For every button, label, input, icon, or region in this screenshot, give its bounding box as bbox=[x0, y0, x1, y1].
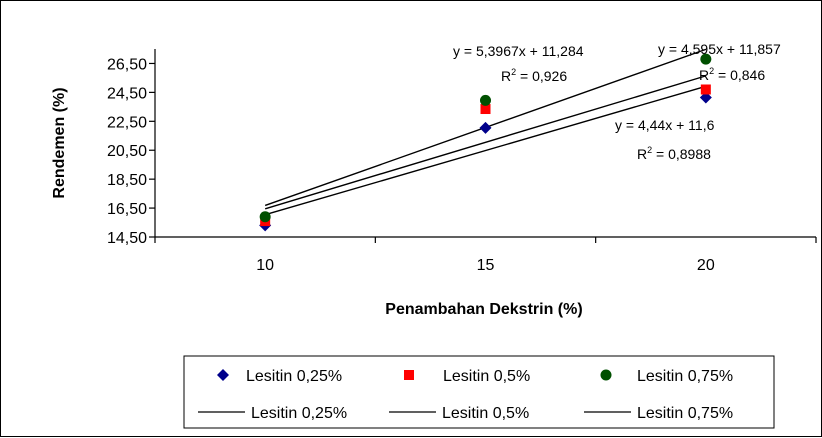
legend-trend-label-lesitin-05: Lesitin 0,5% bbox=[442, 405, 529, 422]
y-tick-label: 16,50 bbox=[107, 201, 147, 218]
r2-superscript: 2 bbox=[709, 66, 714, 76]
equation-lesitin-05: y = 4,595x + 11,857 bbox=[658, 41, 781, 57]
r2-value: = 0,846 bbox=[714, 67, 765, 83]
trendline-1 bbox=[264, 75, 707, 210]
r2-lesitin-025: R2 = 0,8988 bbox=[637, 145, 711, 162]
legend-trend-label-lesitin-075: Lesitin 0,75% bbox=[637, 405, 733, 422]
equation-lesitin-075: y = 5,3967x + 11,284 bbox=[453, 43, 584, 59]
x-tick-label: 10 bbox=[256, 257, 274, 274]
y-tick-label: 24,50 bbox=[107, 85, 147, 102]
data-point-series-1 bbox=[480, 104, 491, 115]
x-axis-title: Penambahan Dekstrin (%) bbox=[385, 301, 582, 318]
legend-label-lesitin-025: Lesitin 0,25% bbox=[246, 368, 342, 385]
legend-marker-lesitin-025 bbox=[217, 369, 229, 381]
data-point-series-2 bbox=[259, 211, 271, 223]
r2-lesitin-075: R2 = 0,926 bbox=[501, 67, 567, 84]
r2-lesitin-05: R2 = 0,846 bbox=[699, 66, 765, 83]
trendline-0 bbox=[264, 85, 707, 216]
r2-label: R bbox=[699, 67, 709, 83]
r2-value: = 0,926 bbox=[516, 68, 567, 84]
x-tick-label: 20 bbox=[697, 257, 715, 274]
r2-superscript: 2 bbox=[511, 67, 516, 77]
legend-trend-label-lesitin-025: Lesitin 0,25% bbox=[251, 405, 347, 422]
legend-label-lesitin-05: Lesitin 0,5% bbox=[443, 368, 530, 385]
r2-value: = 0,8988 bbox=[652, 146, 711, 162]
data-point-series-1 bbox=[700, 84, 711, 95]
x-tick-label: 15 bbox=[477, 257, 495, 274]
y-axis-title: Rendemen (%) bbox=[51, 87, 68, 198]
x-ticks: 10 15 20 bbox=[154, 237, 817, 274]
y-tick-label: 14,50 bbox=[107, 230, 147, 247]
r2-label: R bbox=[501, 68, 511, 84]
y-tick-label: 20,50 bbox=[107, 143, 147, 160]
data-point-series-2 bbox=[700, 53, 712, 65]
legend: Lesitin 0,25% Lesitin 0,5% Lesitin 0,75%… bbox=[183, 355, 775, 429]
r2-superscript: 2 bbox=[647, 145, 652, 155]
y-tick-label: 22,50 bbox=[107, 114, 147, 131]
y-tick-label: 26,50 bbox=[107, 56, 147, 73]
legend-marker-lesitin-05 bbox=[404, 370, 414, 380]
data-points bbox=[259, 53, 712, 232]
legend-box bbox=[183, 355, 775, 429]
y-tick-label: 18,50 bbox=[107, 172, 147, 189]
data-point-series-2 bbox=[480, 94, 491, 106]
r2-label: R bbox=[637, 146, 647, 162]
legend-marker-lesitin-075 bbox=[600, 369, 612, 381]
equation-lesitin-025: y = 4,44x + 11,6 bbox=[615, 117, 715, 133]
data-point-series-0 bbox=[479, 121, 492, 134]
y-ticks: 14,50 16,50 18,50 20,50 22,50 24,50 26,50 bbox=[107, 56, 155, 247]
legend-label-lesitin-075: Lesitin 0,75% bbox=[637, 368, 733, 385]
